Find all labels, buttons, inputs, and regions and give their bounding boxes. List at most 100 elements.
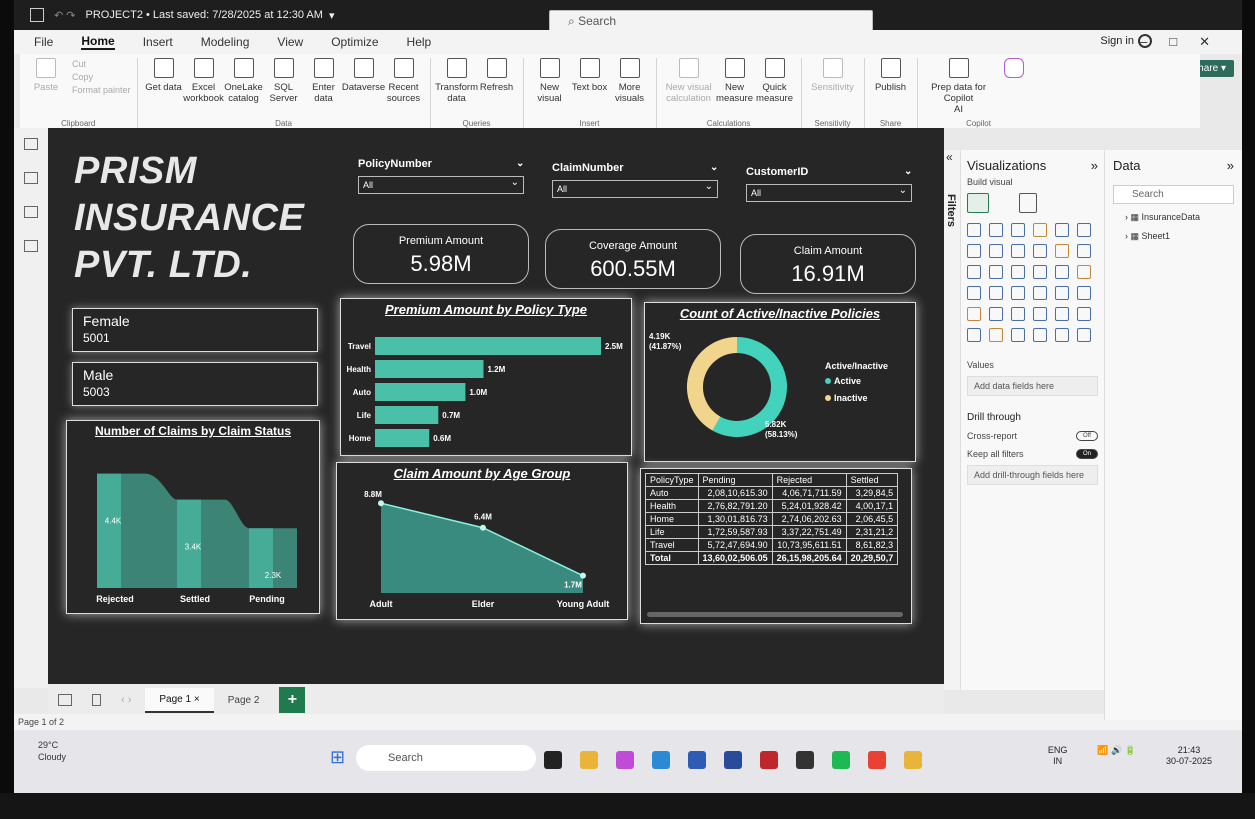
visual-active-inactive-policies[interactable]: Count of Active/Inactive Policies 5.82K(… bbox=[644, 302, 916, 462]
visual-policy-matrix[interactable]: PolicyType Pending Rejected Settled Auto… bbox=[640, 468, 912, 624]
dropbox-icon[interactable] bbox=[796, 751, 814, 769]
page-nav-arrows-icon[interactable]: ‹ › bbox=[121, 694, 132, 706]
visual-type-icon[interactable] bbox=[1011, 286, 1025, 300]
card-female[interactable]: Female 5001 bbox=[72, 308, 318, 352]
visual-type-icon[interactable] bbox=[989, 328, 1003, 342]
copilot-app-icon[interactable] bbox=[616, 751, 634, 769]
card-male[interactable]: Male 5003 bbox=[72, 362, 318, 406]
visual-type-icon[interactable] bbox=[1077, 223, 1091, 237]
visual-type-icon[interactable] bbox=[1055, 223, 1069, 237]
visual-type-icon[interactable] bbox=[1033, 328, 1047, 342]
sign-in-button[interactable]: Sign in bbox=[1100, 34, 1152, 48]
keep-filters-toggle[interactable]: On bbox=[1076, 449, 1098, 459]
slicer-claim-number[interactable]: ClaimNumber ⌄ All ⌄ bbox=[552, 162, 718, 198]
matrix-col-pending[interactable]: Pending bbox=[697, 473, 773, 487]
tab-page-2[interactable]: Page 2 bbox=[227, 694, 260, 706]
visual-type-icon[interactable] bbox=[1011, 265, 1025, 279]
visual-type-icon[interactable] bbox=[1011, 328, 1025, 342]
expand-right-icon[interactable]: » bbox=[1226, 158, 1234, 173]
slicer-customer-dropdown[interactable]: All ⌄ bbox=[746, 184, 912, 202]
visual-type-icon[interactable] bbox=[1033, 223, 1047, 237]
task-view-icon[interactable] bbox=[544, 751, 562, 769]
paste-button[interactable]: Paste bbox=[26, 58, 66, 128]
title-chevron-down-icon[interactable]: ▾ bbox=[328, 9, 335, 22]
close-icon[interactable]: × bbox=[193, 693, 200, 705]
visual-type-icon[interactable] bbox=[1033, 244, 1047, 258]
report-canvas[interactable]: PRISM INSURANCE PVT. LTD. PolicyNumber ⌄ … bbox=[48, 128, 944, 700]
tab-modeling[interactable]: Modeling bbox=[200, 35, 250, 49]
wifi-volume-battery-icon[interactable]: 📶 🔊 🔋 bbox=[1097, 745, 1136, 755]
matrix-total-row[interactable]: Total 13,60,02,506.05 26,15,98,205.64 20,29… bbox=[645, 551, 899, 565]
chevron-down-icon[interactable]: ⌄ bbox=[904, 166, 913, 177]
mcafee-icon[interactable] bbox=[760, 751, 778, 769]
publish-button[interactable]: Publish bbox=[871, 58, 911, 128]
launcher-icon[interactable] bbox=[724, 751, 742, 769]
kpi-claim-amount[interactable]: Claim Amount 16.91M bbox=[740, 234, 916, 294]
visual-type-icon[interactable] bbox=[1077, 286, 1091, 300]
visual-type-icon[interactable] bbox=[1077, 328, 1091, 342]
slicer-customer-id[interactable]: CustomerID ⌄ All ⌄ bbox=[746, 166, 912, 202]
visual-type-icon[interactable] bbox=[967, 328, 981, 342]
title-search-box[interactable]: ⌕ Search bbox=[549, 10, 873, 32]
dax-query-icon[interactable] bbox=[24, 240, 38, 252]
clock[interactable]: 21:43 30-07-2025 bbox=[1166, 745, 1212, 767]
windows-start-icon[interactable]: ⊞ bbox=[330, 747, 346, 767]
taskbar-search[interactable]: Search bbox=[356, 745, 536, 771]
slicer-policy-number[interactable]: PolicyNumber ⌄ All ⌄ bbox=[358, 158, 524, 194]
tab-page-1[interactable]: Page 1 × bbox=[145, 687, 214, 713]
quick-measure-button[interactable]: Quick measure bbox=[755, 58, 795, 128]
dataverse-button[interactable]: Dataverse bbox=[342, 58, 385, 128]
data-search-input[interactable]: Search bbox=[1113, 185, 1234, 204]
copilot-button[interactable] bbox=[994, 58, 1034, 128]
visual-type-icon[interactable] bbox=[1055, 328, 1069, 342]
powerbi-icon[interactable] bbox=[904, 751, 922, 769]
cross-report-toggle[interactable]: Off bbox=[1076, 431, 1098, 441]
table-sheet1[interactable]: › ▦ Sheet1 bbox=[1125, 231, 1171, 241]
add-page-button[interactable]: + bbox=[279, 687, 306, 713]
visual-premium-by-policy-type[interactable]: Premium Amount by Policy Type Travel 2.5M… bbox=[340, 298, 632, 456]
filters-pane-collapsed[interactable]: « Filters bbox=[944, 150, 960, 690]
visual-type-icon[interactable] bbox=[967, 244, 981, 258]
table-insurancedata[interactable]: › ▦ InsuranceData bbox=[1125, 212, 1201, 222]
matrix-row[interactable]: Home 1,30,01,816.73 2,74,06,202.63 2,06,45,… bbox=[645, 512, 899, 526]
kpi-premium-amount[interactable]: Premium Amount 5.98M bbox=[353, 224, 529, 284]
tab-home[interactable]: Home bbox=[81, 34, 115, 50]
visual-type-icon[interactable] bbox=[1055, 265, 1069, 279]
table-view-icon[interactable] bbox=[24, 172, 38, 184]
format-visual-icon[interactable] bbox=[1019, 193, 1037, 213]
window-controls[interactable]: –□✕ bbox=[1140, 34, 1232, 49]
visual-type-icon[interactable] bbox=[989, 286, 1003, 300]
tab-insert[interactable]: Insert bbox=[142, 35, 173, 49]
visual-type-icon[interactable] bbox=[1011, 223, 1025, 237]
desktop-layout-icon[interactable] bbox=[58, 694, 72, 706]
save-icon[interactable] bbox=[30, 8, 44, 22]
undo-icon[interactable]: ↶ ↷ bbox=[54, 9, 76, 22]
onelake-catalog-button[interactable]: OneLake catalog bbox=[224, 58, 264, 128]
visual-type-icon[interactable] bbox=[1077, 307, 1091, 321]
matrix-col-settled[interactable]: Settled bbox=[845, 473, 899, 487]
language-indicator[interactable]: ENG IN bbox=[1048, 745, 1068, 767]
tab-optimize[interactable]: Optimize bbox=[331, 35, 379, 49]
new-measure-button[interactable]: New measure bbox=[715, 58, 755, 128]
chevron-down-icon[interactable]: ⌄ bbox=[710, 162, 719, 173]
tab-help[interactable]: Help bbox=[406, 35, 432, 49]
tab-file[interactable]: File bbox=[34, 35, 54, 49]
visual-type-icon[interactable] bbox=[1055, 307, 1069, 321]
edge-icon[interactable] bbox=[652, 751, 670, 769]
matrix-horizontal-scrollbar[interactable] bbox=[647, 612, 903, 617]
visual-type-icon[interactable] bbox=[1033, 286, 1047, 300]
prep-data-copilot-button[interactable]: Prep data for Copilot AI bbox=[924, 58, 994, 128]
transform-data-button[interactable]: Transform data bbox=[435, 58, 478, 128]
visual-type-icon[interactable] bbox=[967, 265, 981, 279]
visual-type-icon[interactable] bbox=[1055, 244, 1069, 258]
matrix-row[interactable]: Auto 2,08,10,615.30 4,06,71,711.59 3,29,84,… bbox=[645, 486, 899, 500]
sensitivity-button[interactable]: Sensitivity bbox=[808, 58, 858, 128]
copy-button[interactable]: Copy bbox=[72, 72, 94, 82]
matrix-col-rejected[interactable]: Rejected bbox=[771, 473, 847, 487]
more-visuals-button[interactable]: More visuals bbox=[610, 58, 650, 128]
visual-type-icon[interactable] bbox=[967, 223, 981, 237]
visual-claims-by-status[interactable]: Number of Claims by Claim Status 4.4K Rej… bbox=[66, 420, 320, 614]
format-painter-button[interactable]: Format painter bbox=[72, 85, 131, 95]
chevron-down-icon[interactable]: ⌄ bbox=[516, 158, 525, 169]
visual-type-icon[interactable] bbox=[967, 307, 981, 321]
